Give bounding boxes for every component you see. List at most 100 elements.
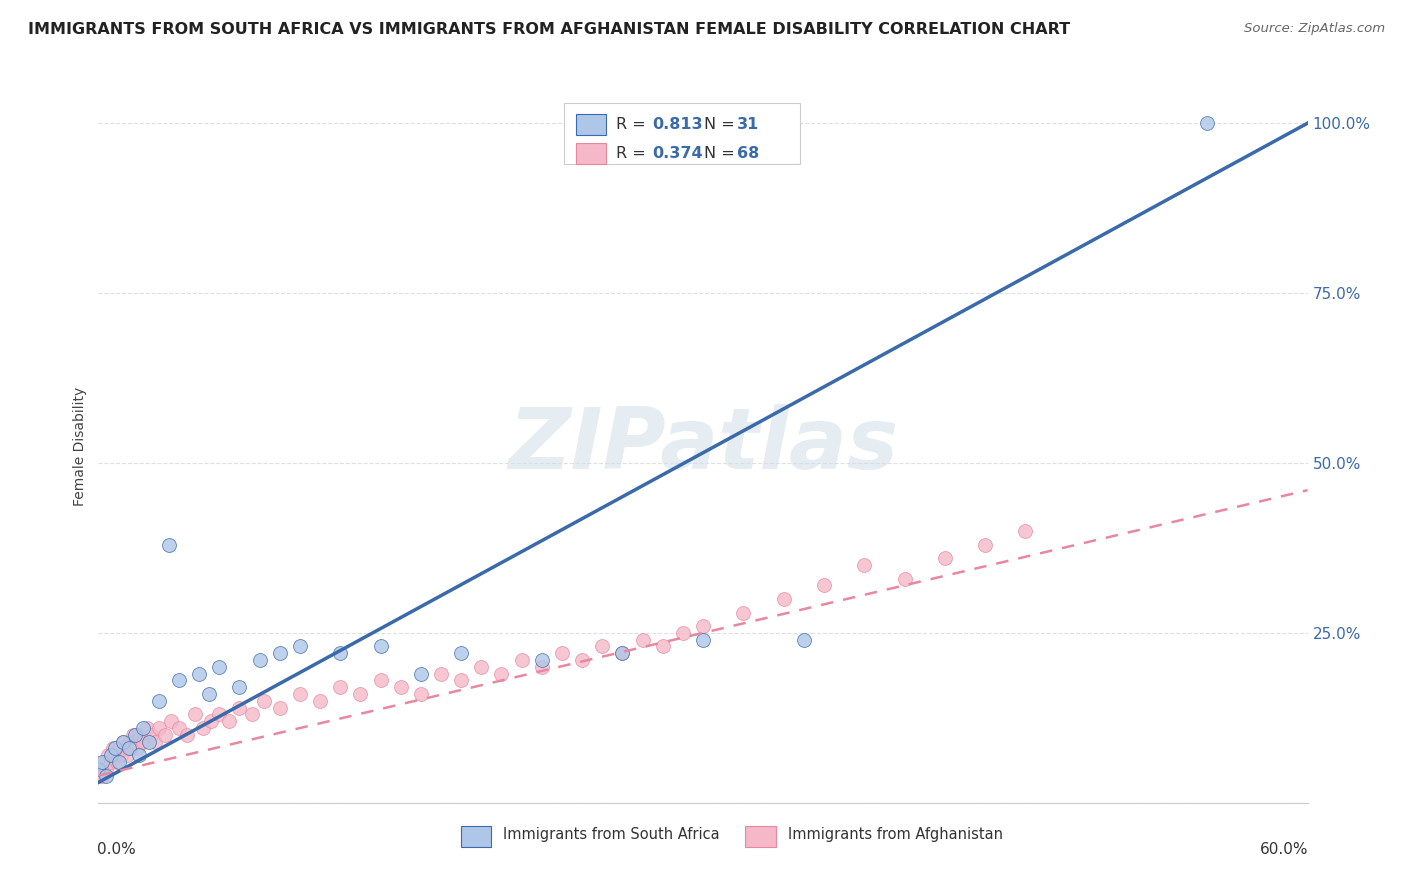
Point — [107, 741, 129, 756]
Point — [853, 558, 876, 572]
Point — [176, 728, 198, 742]
Point — [93, 755, 115, 769]
Point — [692, 632, 714, 647]
Point — [551, 646, 574, 660]
Point — [470, 660, 492, 674]
Point — [143, 734, 166, 748]
Text: N =: N = — [704, 145, 740, 161]
Text: Immigrants from Afghanistan: Immigrants from Afghanistan — [787, 828, 1002, 842]
Point — [772, 591, 794, 606]
Point — [107, 755, 129, 769]
Point — [101, 741, 124, 756]
Point — [530, 660, 553, 674]
Point — [370, 673, 392, 688]
Text: R =: R = — [616, 117, 651, 132]
Point — [329, 680, 352, 694]
Point — [510, 653, 533, 667]
Point — [228, 680, 250, 694]
Text: 60.0%: 60.0% — [1260, 842, 1309, 857]
Point — [631, 632, 654, 647]
Point — [153, 728, 176, 742]
Point — [198, 687, 221, 701]
Point — [110, 748, 132, 763]
Text: Immigrants from South Africa: Immigrants from South Africa — [503, 828, 720, 842]
Point — [167, 721, 190, 735]
Point — [329, 646, 352, 660]
Point — [430, 666, 453, 681]
Point — [934, 551, 956, 566]
FancyBboxPatch shape — [564, 103, 800, 164]
Point — [139, 728, 162, 742]
Point — [450, 673, 472, 688]
Point — [893, 572, 915, 586]
Point — [591, 640, 613, 654]
Point — [672, 626, 695, 640]
Point — [269, 646, 291, 660]
Point — [118, 734, 141, 748]
Point — [87, 769, 110, 783]
Text: 0.0%: 0.0% — [97, 842, 136, 857]
Point — [135, 721, 157, 735]
Point — [148, 694, 170, 708]
Point — [288, 687, 311, 701]
Y-axis label: Female Disability: Female Disability — [73, 386, 87, 506]
Text: 31: 31 — [737, 117, 759, 132]
Point — [651, 640, 673, 654]
Point — [249, 653, 271, 667]
Text: Source: ZipAtlas.com: Source: ZipAtlas.com — [1244, 22, 1385, 36]
Point — [228, 700, 250, 714]
Text: R =: R = — [616, 145, 651, 161]
Point — [157, 537, 180, 551]
Point — [1014, 524, 1036, 538]
Point — [974, 537, 997, 551]
Point — [167, 673, 190, 688]
Point — [91, 755, 114, 769]
Point — [491, 666, 513, 681]
Point — [96, 762, 118, 776]
Point — [218, 714, 240, 729]
Point — [612, 646, 634, 660]
Point — [111, 734, 134, 748]
FancyBboxPatch shape — [576, 114, 606, 136]
Point — [188, 666, 211, 681]
Point — [193, 721, 215, 735]
Point — [105, 755, 128, 769]
Point — [269, 700, 291, 714]
Point — [89, 762, 111, 776]
Point — [100, 748, 122, 763]
Point — [132, 734, 155, 748]
Point — [813, 578, 835, 592]
Point — [409, 666, 432, 681]
Point — [253, 694, 276, 708]
Point — [111, 734, 134, 748]
Point — [128, 748, 150, 763]
Point — [409, 687, 432, 701]
Point — [530, 653, 553, 667]
Point — [160, 714, 183, 729]
Point — [208, 660, 231, 674]
Point — [370, 640, 392, 654]
FancyBboxPatch shape — [576, 143, 606, 164]
Point — [97, 748, 120, 763]
Point — [148, 721, 170, 735]
Point — [1195, 116, 1218, 130]
Point — [132, 721, 155, 735]
Point — [128, 728, 150, 742]
Point — [103, 748, 125, 763]
Point — [121, 728, 143, 742]
FancyBboxPatch shape — [745, 826, 776, 847]
Point — [612, 646, 634, 660]
Point — [124, 728, 146, 742]
Text: IMMIGRANTS FROM SOUTH AFRICA VS IMMIGRANTS FROM AFGHANISTAN FEMALE DISABILITY CO: IMMIGRANTS FROM SOUTH AFRICA VS IMMIGRAN… — [28, 22, 1070, 37]
Point — [692, 619, 714, 633]
Point — [184, 707, 207, 722]
Point — [114, 741, 136, 756]
Text: ZIPatlas: ZIPatlas — [508, 404, 898, 488]
Point — [349, 687, 371, 701]
Point — [118, 741, 141, 756]
Point — [733, 606, 755, 620]
Point — [138, 734, 160, 748]
Point — [115, 748, 138, 763]
Text: 0.374: 0.374 — [652, 145, 703, 161]
Point — [793, 632, 815, 647]
